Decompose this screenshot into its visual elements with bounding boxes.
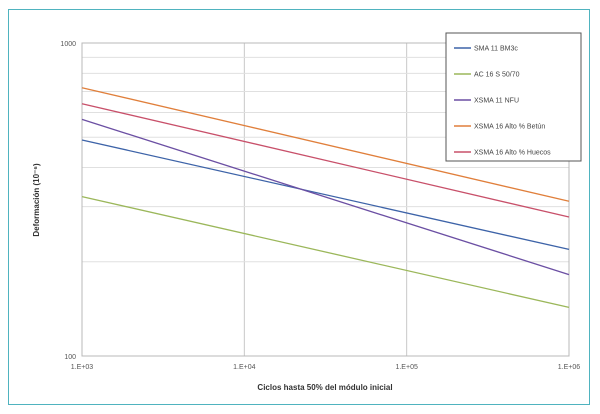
chart-svg: 1.E+03 1.E+04 1.E+05 1.E+06 100 1000 Ciclos h… xyxy=(32,32,582,392)
legend-box xyxy=(445,32,582,162)
legend-label: XSMA 16 Alto % Betún xyxy=(474,124,545,131)
y-tick-label: 1000 xyxy=(60,41,76,48)
series-line-1 xyxy=(81,139,570,251)
legend-label: XSMA 11 NFU xyxy=(474,98,519,105)
series-line-5 xyxy=(81,103,570,218)
x-axis-title: Ciclos hasta 50% del módulo inicial xyxy=(257,383,392,392)
y-tick-label: 100 xyxy=(64,354,76,361)
x-tick-label: 1.E+04 xyxy=(233,364,255,371)
tick-layer: 1.E+03 1.E+04 1.E+05 1.E+06 100 1000 xyxy=(60,41,580,371)
legend: SMA 11 BM3c AC 16 S 50/70 XSMA 11 NFU XSMA … xyxy=(445,32,582,162)
series-line-3 xyxy=(81,118,570,276)
x-tick-label: 1.E+03 xyxy=(71,364,93,371)
y-axis-title: Deformación (10⁻⁶) xyxy=(32,163,41,237)
x-tick-label: 1.E+05 xyxy=(395,364,417,371)
chart-frame: 1.E+03 1.E+04 1.E+05 1.E+06 100 1000 Ciclos h… xyxy=(8,9,590,405)
legend-label: XSMA 16 Alto % Huecos xyxy=(474,150,551,157)
x-tick-label: 1.E+06 xyxy=(558,364,580,371)
series-line-4 xyxy=(81,87,570,202)
series-layer xyxy=(81,87,570,309)
plot-area-border xyxy=(81,42,570,357)
series-line-2 xyxy=(81,195,570,309)
legend-label: SMA 11 BM3c xyxy=(474,46,518,53)
legend-label: AC 16 S 50/70 xyxy=(474,72,520,79)
